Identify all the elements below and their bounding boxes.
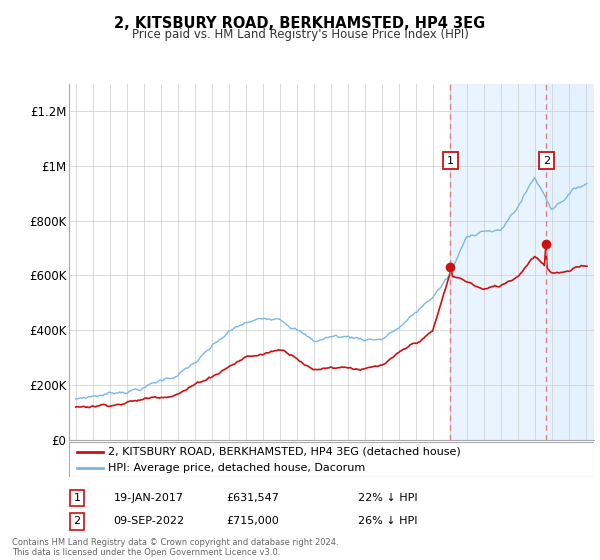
Text: 2, KITSBURY ROAD, BERKHAMSTED, HP4 3EG: 2, KITSBURY ROAD, BERKHAMSTED, HP4 3EG: [115, 16, 485, 31]
Text: 1: 1: [73, 493, 80, 503]
Bar: [546, 84, 594, 440]
Text: HPI: Average price, detached house, Dacorum: HPI: Average price, detached house, Daco…: [109, 463, 365, 473]
Text: 19-JAN-2017: 19-JAN-2017: [113, 493, 184, 503]
Text: 2: 2: [542, 156, 550, 166]
Text: £715,000: £715,000: [227, 516, 279, 526]
Text: 2, KITSBURY ROAD, BERKHAMSTED, HP4 3EG (detached house): 2, KITSBURY ROAD, BERKHAMSTED, HP4 3EG (…: [109, 447, 461, 457]
Text: 22% ↓ HPI: 22% ↓ HPI: [358, 493, 418, 503]
Text: 26% ↓ HPI: 26% ↓ HPI: [358, 516, 417, 526]
Text: Contains HM Land Registry data © Crown copyright and database right 2024.
This d: Contains HM Land Registry data © Crown c…: [12, 538, 338, 557]
Text: 09-SEP-2022: 09-SEP-2022: [113, 516, 185, 526]
Text: 1: 1: [447, 156, 454, 166]
Bar: [451, 84, 594, 440]
Text: Price paid vs. HM Land Registry's House Price Index (HPI): Price paid vs. HM Land Registry's House …: [131, 28, 469, 41]
Text: £631,547: £631,547: [227, 493, 280, 503]
Text: 2: 2: [73, 516, 80, 526]
